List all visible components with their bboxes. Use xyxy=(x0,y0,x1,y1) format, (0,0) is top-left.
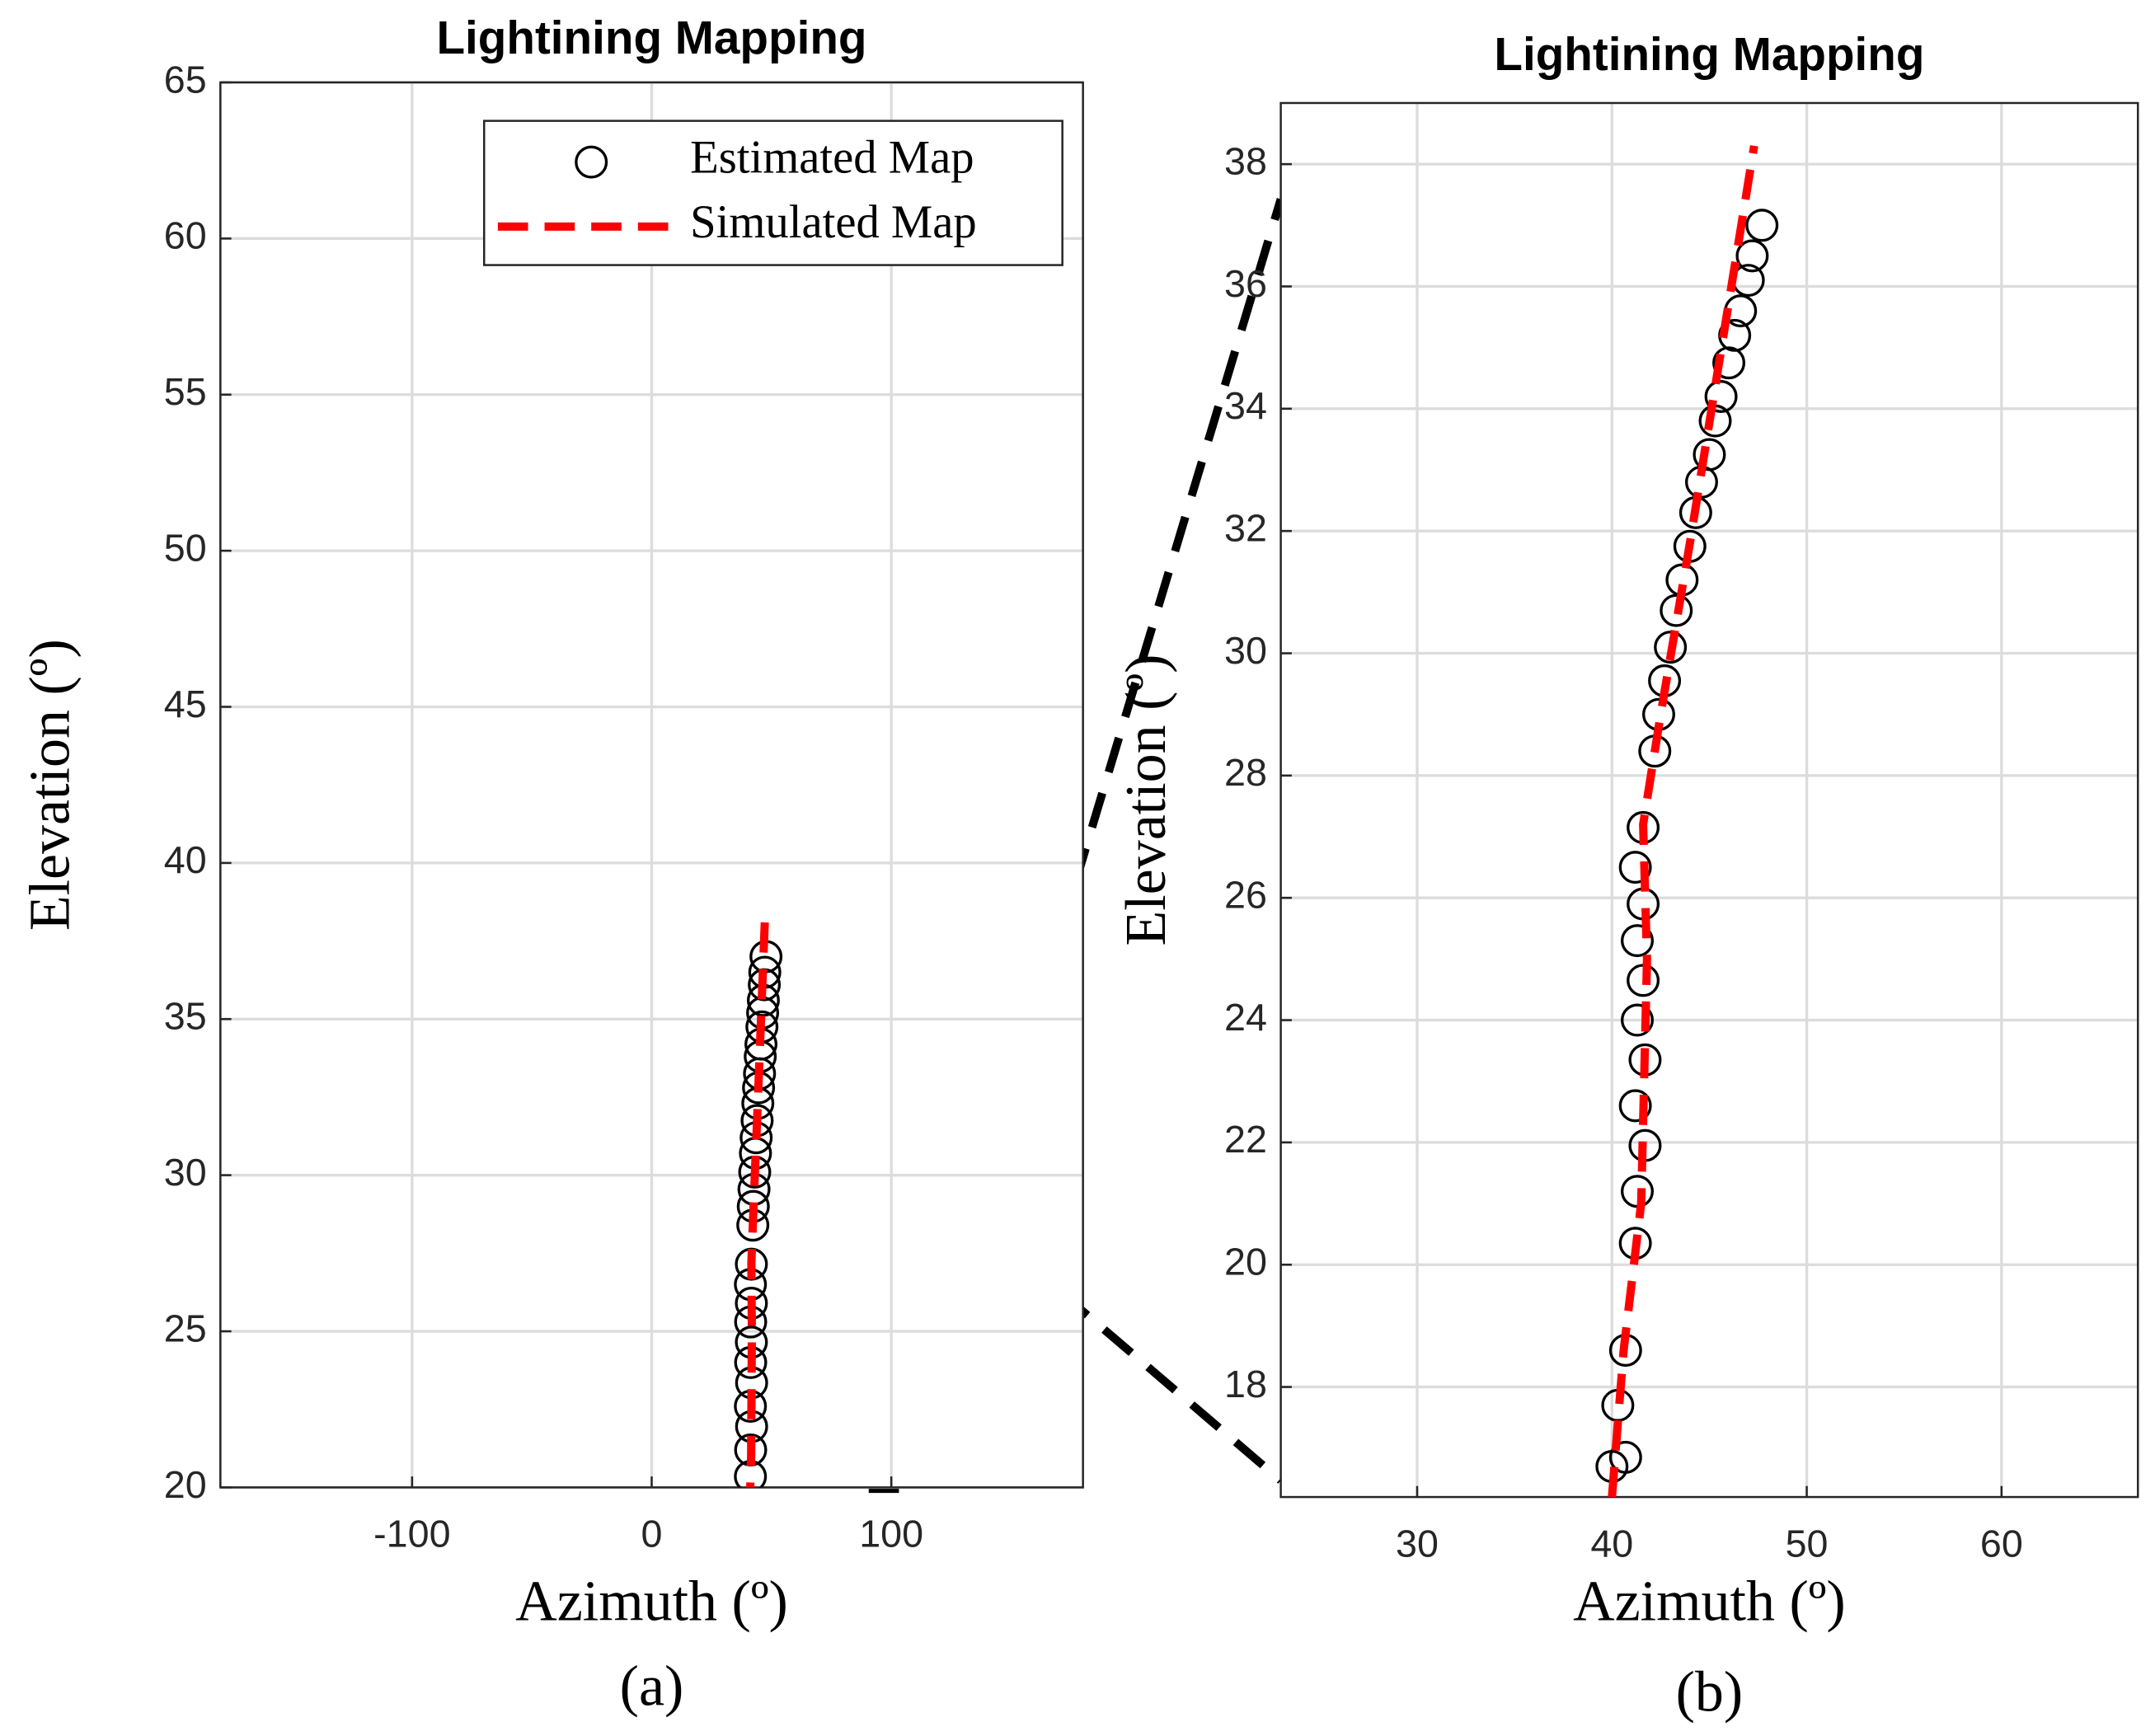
point xyxy=(1660,594,1693,627)
legend-marker xyxy=(575,145,608,179)
plot-area xyxy=(1280,102,2139,1498)
y-tick-label: 60 xyxy=(164,214,207,257)
chart-title: Lightining Mapping xyxy=(1494,29,1924,81)
y-tick-label: 36 xyxy=(1224,262,1267,305)
point xyxy=(1704,379,1738,413)
point xyxy=(1735,239,1769,273)
caption: (b) xyxy=(1676,1660,1744,1724)
y-tick-label: 25 xyxy=(164,1307,207,1349)
axes-frame xyxy=(219,81,1084,1489)
y-tick-label: 20 xyxy=(1224,1241,1267,1283)
legend-label: Simulated Map xyxy=(690,197,977,248)
y-axis-label: Elevation (º) xyxy=(1115,655,1178,946)
x-tick-label: 0 xyxy=(641,1513,663,1555)
y-tick-label: 20 xyxy=(164,1463,207,1506)
y-tick-label: 24 xyxy=(1224,996,1267,1039)
line xyxy=(746,916,769,1488)
y-axis-label: Elevation (º) xyxy=(18,639,82,931)
point xyxy=(1654,631,1688,664)
x-tick-label: 60 xyxy=(1980,1522,2023,1565)
point xyxy=(1712,346,1746,380)
x-tick-label: 40 xyxy=(1590,1522,1633,1565)
plot-layer xyxy=(1595,145,1779,1498)
y-tick-label: 26 xyxy=(1224,874,1267,917)
y-tick-label: 22 xyxy=(1224,1118,1267,1161)
y-tick-label: 32 xyxy=(1224,506,1267,549)
y-tick-label: 50 xyxy=(164,526,207,569)
y-tick-label: 30 xyxy=(164,1151,207,1194)
chart-title: Lightining Mapping xyxy=(436,12,866,64)
y-tick-label: 40 xyxy=(164,838,207,881)
legend-box xyxy=(482,120,1063,266)
y-tick-label: 34 xyxy=(1224,384,1267,427)
point xyxy=(1621,924,1654,958)
plot-layer xyxy=(734,916,783,1488)
y-tick-label: 18 xyxy=(1224,1363,1267,1405)
y-tick-label: 38 xyxy=(1224,139,1267,182)
x-tick-label: -100 xyxy=(373,1513,450,1555)
y-tick-label: 30 xyxy=(1224,629,1267,672)
x-axis-label: Azimuth (º) xyxy=(1573,1569,1846,1633)
point xyxy=(1745,209,1779,242)
legend-label: Estimated Map xyxy=(690,133,974,184)
y-tick-label: 55 xyxy=(164,370,207,413)
point xyxy=(1618,851,1652,884)
point xyxy=(1621,1003,1654,1037)
y-tick-label: 65 xyxy=(164,58,207,101)
axes-frame xyxy=(1279,101,2139,1499)
point xyxy=(1618,1089,1652,1123)
y-tick-label: 28 xyxy=(1224,751,1267,794)
x-tick-label: 50 xyxy=(1786,1522,1829,1565)
y-tick-label: 35 xyxy=(164,995,207,1038)
x-tick-label: 30 xyxy=(1396,1522,1439,1565)
x-axis-label: Azimuth (º) xyxy=(515,1569,788,1633)
caption: (a) xyxy=(620,1655,684,1719)
y-tick-label: 45 xyxy=(164,683,207,725)
x-tick-label: 100 xyxy=(859,1513,923,1555)
